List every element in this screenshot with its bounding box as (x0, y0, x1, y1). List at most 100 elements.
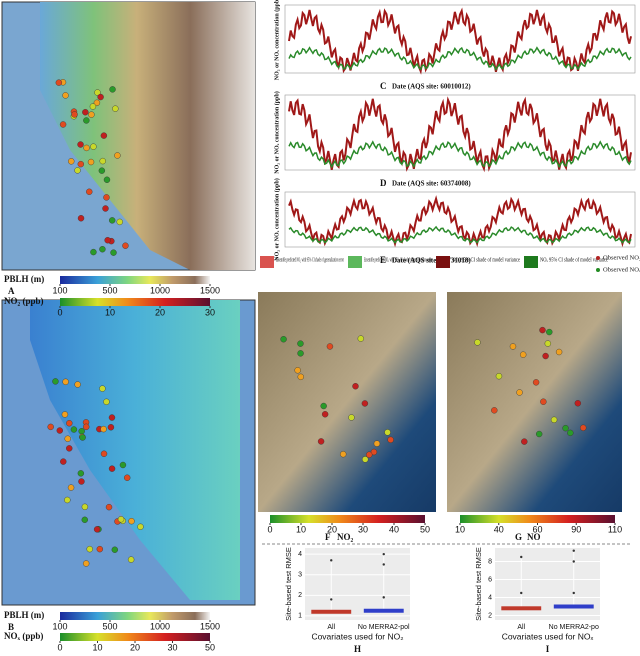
outlier (572, 560, 575, 563)
station-dot (373, 440, 381, 447)
ts-ylabel: NO₂ or NOₓ concentration (ppb) (273, 0, 280, 80)
colorbar-tick-label: 40 (494, 524, 504, 534)
station-dot (117, 516, 125, 523)
colorbar-tick-label: 20 (130, 642, 140, 652)
colorbar (60, 612, 210, 620)
legend-swatch (348, 256, 362, 268)
station-dot (77, 160, 84, 168)
colorbar-tick-label: 90 (571, 524, 581, 534)
station-dot (62, 92, 69, 99)
map-f (258, 292, 436, 512)
panel-label: H (354, 644, 361, 654)
station-dot (491, 407, 498, 414)
station-dot (82, 560, 90, 567)
x-axis-label: Covariates used for NOₓ (502, 631, 594, 641)
panel-label: G (515, 532, 522, 542)
station-dot (59, 121, 67, 128)
station-dot (77, 215, 85, 222)
station-dot (108, 414, 116, 421)
station-dot (93, 99, 101, 107)
station-dot (77, 141, 84, 148)
station-dot (116, 218, 123, 226)
station-dot (74, 381, 81, 388)
station-dot (370, 448, 378, 456)
x-tick-label: All (517, 624, 525, 631)
y-tick-label: 1 (298, 613, 302, 620)
station-dot (128, 517, 135, 525)
station-dot (98, 167, 106, 174)
x-tick-label: No MERRA2-po (549, 624, 599, 631)
station-dot (114, 152, 121, 159)
y-axis-label: Site-based test RMSE (284, 547, 293, 621)
colorbar-tick-label: 1000 (150, 621, 170, 631)
colorbar-tick-label: 50 (420, 524, 430, 534)
station-dot (103, 176, 111, 183)
station-dot (474, 339, 481, 346)
ts-trace-nox (288, 7, 632, 75)
station-dot (83, 423, 90, 431)
station-dot (100, 450, 108, 457)
station-dot (109, 86, 116, 93)
y-tick-label: 8 (488, 558, 492, 565)
station-dot (112, 105, 119, 112)
ts-trace-no2 (288, 225, 632, 244)
colorbar-tick-label: 110 (608, 524, 622, 534)
outlier (382, 596, 385, 599)
y-tick-label: 2 (298, 592, 302, 599)
station-dot (90, 248, 97, 256)
station-dot (93, 526, 101, 533)
legend-marker (596, 256, 600, 260)
map-g (447, 292, 622, 512)
colorbar-title: NO₂ (ppb) (4, 296, 43, 306)
legend-label: NO₂ 95% CI shade of model variance (452, 256, 520, 263)
colorbar-title: PBLH (m) (4, 610, 44, 620)
station-dot (574, 400, 582, 407)
legend-swatch (260, 256, 274, 268)
ts-trace-nox (288, 195, 632, 248)
ts-trace-nox (288, 96, 632, 173)
plot-panel (305, 548, 410, 620)
station-dot (546, 328, 553, 336)
panel-title: NO (527, 532, 541, 542)
station-dot (60, 458, 67, 465)
colorbar (60, 298, 210, 306)
station-dot (103, 398, 110, 406)
station-dot (519, 351, 527, 358)
station-dot (81, 516, 88, 524)
station-dot (90, 143, 97, 150)
colorbar-tick-label: 1000 (150, 285, 170, 295)
station-dot (68, 158, 75, 165)
station-dot (74, 167, 81, 174)
ts-xlabel: Date (AQS site: 60731018) (392, 257, 471, 265)
colorbar-tick-label: 500 (102, 285, 117, 295)
station-dot (62, 378, 69, 386)
station-dot (47, 423, 54, 431)
ts-trace-no2 (288, 140, 632, 169)
colorbar-tick-label: 30 (358, 524, 368, 534)
station-dot (107, 424, 115, 431)
panel-label: C (380, 81, 387, 91)
y-tick-label: 4 (488, 594, 492, 601)
station-dot (366, 451, 373, 458)
colorbar-tick-label: 100 (52, 621, 67, 631)
colorbar-tick-label: 30 (205, 307, 215, 317)
station-dot (61, 411, 69, 418)
outlier (572, 549, 575, 552)
station-dot (122, 242, 129, 249)
station-dot (297, 340, 304, 347)
box-median (311, 609, 352, 614)
station-dot (280, 336, 287, 343)
station-dot (97, 93, 104, 101)
station-dot (539, 326, 546, 334)
station-dot (67, 484, 75, 491)
station-dot (361, 400, 369, 407)
station-dot (340, 450, 347, 458)
colorbar-tick-label: 1500 (200, 285, 220, 295)
station-dot (100, 132, 108, 139)
colorbar-tick-label: 20 (327, 524, 337, 534)
colorbar-tick-label: 0 (57, 642, 62, 652)
station-dot (495, 372, 503, 380)
station-dot (99, 385, 106, 392)
box-median (553, 604, 594, 609)
